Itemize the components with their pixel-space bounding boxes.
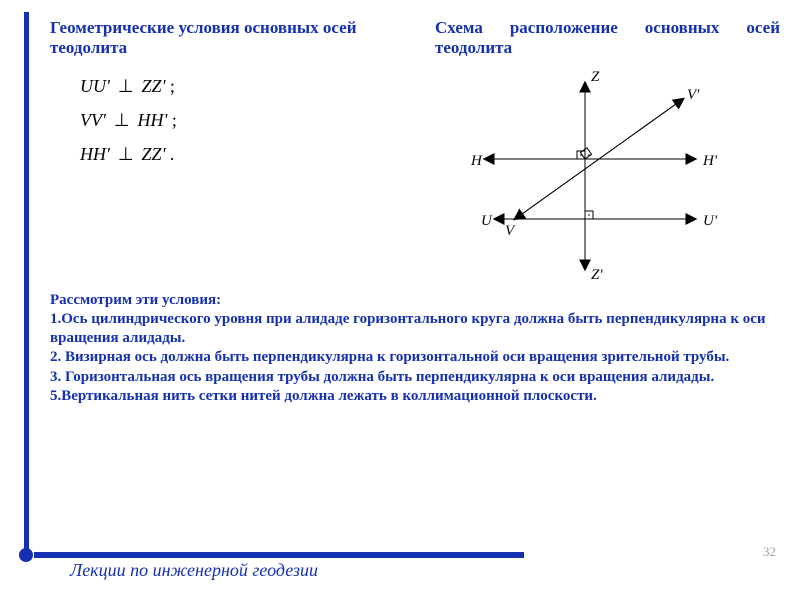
conditions-block: Рассмотрим эти условия: 1.Ось цилиндриче… xyxy=(50,291,780,406)
right-title: Схема расположение основных осей теодоли… xyxy=(435,18,780,59)
axis-label: H xyxy=(471,153,482,170)
conditions-heading: Рассмотрим эти условия: xyxy=(50,291,780,310)
formula-line: VV'⊥HH' ; xyxy=(80,103,395,137)
axis-label: H' xyxy=(703,153,717,170)
left-title: Геометрические условия основных осей тео… xyxy=(50,18,395,59)
axis-label: V' xyxy=(687,87,699,104)
axis-svg xyxy=(435,69,755,279)
left-column: Геометрические условия основных осей тео… xyxy=(50,18,395,279)
axis-label: Z xyxy=(591,69,599,86)
formula-line: HH'⊥ZZ' . xyxy=(80,137,395,171)
corner-dot xyxy=(19,548,33,562)
bottom-border xyxy=(34,552,524,558)
footer-text: Лекции по инженерной геодезии xyxy=(70,560,318,581)
axis-label: U xyxy=(481,213,492,230)
condition-item: 1.Ось цилиндрического уровня при алидаде… xyxy=(50,310,780,348)
formulas-block: UU'⊥ZZ' ;VV'⊥HH' ;HH'⊥ZZ' . xyxy=(50,69,395,172)
axis-label: V xyxy=(505,223,514,240)
right-column: Схема расположение основных осей теодоли… xyxy=(435,18,780,279)
axis-diagram: ZZ'HH'UU'VV' xyxy=(435,69,755,279)
formula-line: UU'⊥ZZ' ; xyxy=(80,69,395,103)
axis-label: U' xyxy=(703,213,717,230)
slide-content: Геометрические условия основных осей тео… xyxy=(50,18,780,406)
condition-item: 3. Горизонтальная ось вращения трубы дол… xyxy=(50,368,780,387)
condition-item: 5.Вертикальная нить сетки нитей должна л… xyxy=(50,387,780,406)
axis-label: Z' xyxy=(591,267,603,284)
left-border xyxy=(24,12,29,552)
condition-item: 2. Визирная ось должна быть перпендикуля… xyxy=(50,348,780,367)
page-number: 32 xyxy=(763,544,776,560)
